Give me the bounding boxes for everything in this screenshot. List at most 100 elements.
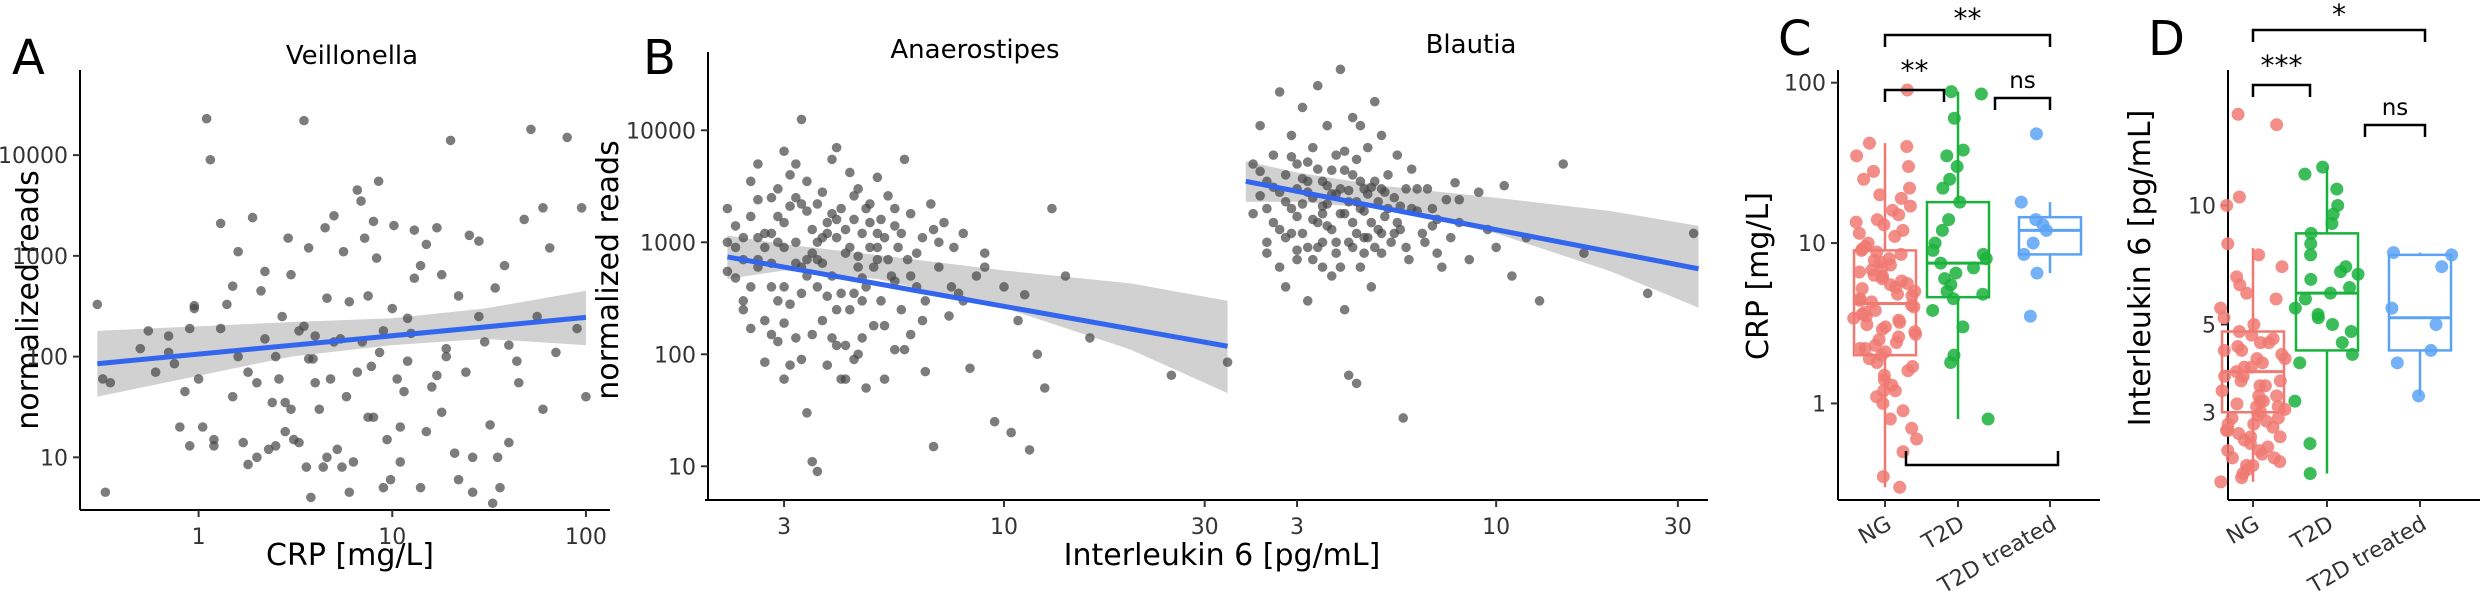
panel-label-d: D bbox=[2148, 11, 2185, 67]
data-point bbox=[857, 228, 867, 239]
data-point bbox=[1369, 242, 1380, 253]
data-point bbox=[872, 254, 883, 265]
data-point bbox=[796, 199, 807, 209]
data-point bbox=[436, 269, 447, 280]
jitter-point bbox=[1974, 87, 1988, 101]
data-point bbox=[572, 323, 582, 334]
confidence-band bbox=[1245, 161, 1699, 308]
data-point bbox=[1326, 271, 1337, 281]
jitter-point bbox=[1940, 149, 1954, 163]
data-point bbox=[1326, 165, 1337, 176]
jitter-point bbox=[1853, 342, 1867, 356]
jitter-point bbox=[2304, 248, 2318, 262]
data-point bbox=[233, 246, 243, 257]
data-point bbox=[303, 243, 314, 253]
jitter-point bbox=[2232, 325, 2246, 339]
significance-label: ns bbox=[2009, 68, 2036, 94]
data-point bbox=[227, 391, 238, 402]
data-point bbox=[286, 269, 296, 280]
data-point bbox=[441, 351, 452, 362]
jitter-point bbox=[2275, 260, 2289, 274]
data-point bbox=[453, 474, 464, 485]
data-point bbox=[779, 318, 789, 328]
data-point bbox=[883, 254, 893, 265]
title-blautia: Blautia bbox=[1426, 30, 1517, 60]
data-point bbox=[836, 374, 846, 384]
data-point bbox=[817, 232, 828, 243]
data-point bbox=[1389, 192, 1400, 203]
data-point bbox=[1355, 176, 1366, 187]
data-point bbox=[1280, 170, 1291, 180]
data-point bbox=[1312, 164, 1323, 174]
data-point bbox=[1642, 288, 1653, 299]
data-point bbox=[946, 282, 957, 292]
jitter-point bbox=[2253, 336, 2267, 350]
jitter-point bbox=[2258, 379, 2272, 393]
data-point bbox=[382, 434, 392, 445]
jitter-point bbox=[1906, 359, 1920, 373]
data-point bbox=[753, 194, 763, 205]
significance-bracket bbox=[1883, 88, 1946, 102]
data-point bbox=[409, 273, 420, 284]
data-point bbox=[722, 237, 733, 248]
jitter-point bbox=[1886, 203, 1900, 217]
data-point bbox=[845, 242, 855, 253]
data-point bbox=[1339, 304, 1350, 315]
data-point bbox=[807, 248, 818, 258]
data-point bbox=[730, 242, 741, 253]
jitter-point bbox=[1896, 223, 1910, 237]
data-point bbox=[979, 248, 990, 258]
data-point bbox=[551, 347, 561, 358]
data-point bbox=[189, 300, 200, 311]
data-point bbox=[368, 216, 379, 227]
data-point bbox=[415, 260, 426, 271]
data-point bbox=[576, 203, 587, 213]
data-point bbox=[1297, 228, 1308, 239]
jitter-point bbox=[2014, 195, 2028, 209]
data-point bbox=[802, 206, 812, 216]
data-point bbox=[857, 296, 867, 306]
data-point bbox=[544, 243, 555, 253]
data-point bbox=[773, 184, 783, 194]
data-point bbox=[1373, 224, 1383, 235]
data-point bbox=[538, 203, 548, 213]
data-point bbox=[197, 422, 208, 432]
data-point bbox=[314, 404, 325, 415]
data-point bbox=[1404, 254, 1414, 265]
data-point bbox=[730, 221, 741, 231]
data-point bbox=[1317, 176, 1328, 187]
data-point bbox=[378, 482, 389, 493]
data-point bbox=[899, 154, 910, 165]
data-point bbox=[766, 228, 777, 239]
unlabeled-bracket bbox=[1904, 451, 2060, 467]
data-point bbox=[917, 315, 928, 326]
jitter-point bbox=[2252, 389, 2266, 403]
jitter-point bbox=[2250, 400, 2264, 414]
data-point bbox=[303, 354, 314, 364]
data-point bbox=[879, 232, 890, 243]
data-point bbox=[238, 437, 249, 448]
data-point bbox=[1401, 242, 1411, 253]
data-point bbox=[344, 487, 355, 498]
jitter-point bbox=[2335, 336, 2349, 350]
x-axis-title-b: Interleukin 6 [pg/mL] bbox=[1064, 538, 1381, 573]
jitter-point bbox=[2298, 292, 2312, 306]
data-point bbox=[1302, 242, 1313, 253]
data-point bbox=[286, 404, 296, 415]
data-point bbox=[840, 340, 851, 351]
category-label: NG bbox=[2222, 512, 2264, 550]
data-point bbox=[785, 299, 795, 310]
data-point bbox=[831, 304, 842, 315]
data-point bbox=[889, 276, 900, 286]
category-label: T2D bbox=[2286, 512, 2338, 556]
data-point bbox=[817, 258, 828, 269]
data-point bbox=[779, 217, 789, 228]
data-point bbox=[322, 293, 332, 303]
data-point bbox=[1450, 177, 1460, 188]
jitter-point bbox=[2385, 301, 2399, 315]
data-point bbox=[845, 304, 855, 315]
jitter-point bbox=[1875, 322, 1889, 336]
data-point bbox=[773, 211, 783, 222]
data-point bbox=[1688, 228, 1699, 239]
data-point bbox=[1274, 262, 1285, 272]
